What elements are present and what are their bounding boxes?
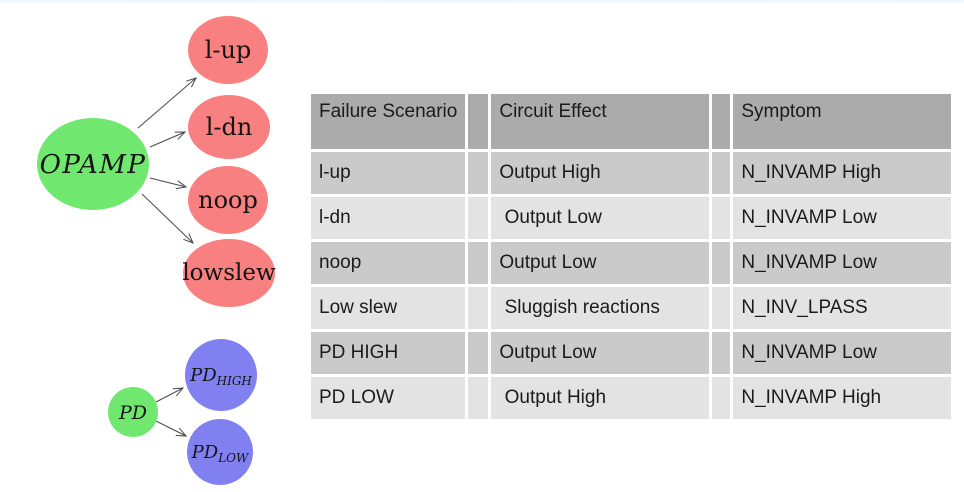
cell-symptom: N_INVAMP High — [733, 152, 952, 194]
edge-pd-pdhigh — [155, 387, 185, 403]
node-l-up — [188, 16, 268, 84]
node-pd-high-label: PDHIGH — [189, 365, 252, 388]
spacer-cell — [712, 332, 731, 374]
edge-opamp-lup — [137, 77, 197, 129]
node-l-dn-label: l-dn — [206, 113, 253, 141]
table-row: l-up Output High N_INVAMP High — [311, 152, 952, 194]
cell-symptom: N_INVAMP Low — [733, 332, 952, 374]
edge-opamp-lowslew — [141, 193, 194, 244]
table-header-row: Failure Scenario Circuit Effect Symptom — [311, 94, 952, 149]
failure-scenario-table: Failure Scenario Circuit Effect Symptom … — [308, 91, 954, 422]
node-pd-label: PD — [118, 402, 147, 424]
fault-tree-diagram: OPAMP l-up l-dn noop lowslew PD PDHIGH P… — [37, 16, 276, 485]
cell-effect: Output High — [491, 152, 710, 194]
header-spacer — [468, 94, 489, 149]
node-noop-label: noop — [198, 186, 258, 214]
header-failure-scenario: Failure Scenario — [311, 94, 466, 149]
cell-symptom: N_INVAMP High — [733, 377, 952, 419]
pd-low-base: PD — [191, 442, 219, 463]
spacer-cell — [712, 242, 731, 284]
node-pd — [108, 387, 158, 437]
cell-symptom: N_INV_LPASS — [733, 287, 952, 329]
edge-opamp-noop — [149, 177, 188, 190]
top-edge-highlight — [0, 0, 964, 4]
spacer-cell — [712, 152, 731, 194]
table-row: PD LOW Output High N_INVAMP High — [311, 377, 952, 419]
edge-opamp-ldn — [149, 131, 187, 148]
table-row: l-dn Output Low N_INVAMP Low — [311, 197, 952, 239]
node-noop — [188, 166, 268, 234]
cell-scenario: l-dn — [311, 197, 466, 239]
cell-effect: Output Low — [491, 332, 710, 374]
cell-scenario: l-up — [311, 152, 466, 194]
table-row: noop Output Low N_INVAMP Low — [311, 242, 952, 284]
cell-scenario: PD HIGH — [311, 332, 466, 374]
spacer-cell — [468, 332, 489, 374]
spacer-cell — [468, 377, 489, 419]
cell-scenario: Low slew — [311, 287, 466, 329]
spacer-cell — [712, 287, 731, 329]
node-pd-high — [185, 339, 257, 411]
edge-pd-pdlow — [155, 420, 188, 437]
spacer-cell — [712, 197, 731, 239]
node-lowslew — [183, 239, 275, 307]
node-l-up-label: l-up — [205, 36, 252, 64]
header-symptom: Symptom — [733, 94, 952, 149]
cell-effect: Output High — [491, 377, 710, 419]
cell-effect: Output Low — [491, 242, 710, 284]
node-l-dn — [188, 95, 270, 159]
cell-symptom: N_INVAMP Low — [733, 242, 952, 284]
node-opamp-label: OPAMP — [40, 150, 147, 180]
spacer-cell — [468, 242, 489, 284]
cell-effect: Output Low — [491, 197, 710, 239]
pd-high-subscript: HIGH — [216, 374, 253, 388]
spacer-cell — [712, 377, 731, 419]
table-row: PD HIGH Output Low N_INVAMP Low — [311, 332, 952, 374]
header-circuit-effect: Circuit Effect — [491, 94, 710, 149]
pd-high-base: PD — [189, 365, 217, 386]
header-spacer — [712, 94, 731, 149]
node-pd-low-label: PDLOW — [191, 442, 250, 465]
spacer-cell — [468, 197, 489, 239]
pd-low-subscript: LOW — [217, 451, 250, 465]
cell-scenario: PD LOW — [311, 377, 466, 419]
cell-scenario: noop — [311, 242, 466, 284]
cell-symptom: N_INVAMP Low — [733, 197, 952, 239]
cell-effect: Sluggish reactions — [491, 287, 710, 329]
node-lowslew-label: lowslew — [182, 260, 276, 286]
spacer-cell — [468, 152, 489, 194]
node-opamp — [37, 118, 149, 210]
table-row: Low slew Sluggish reactions N_INV_LPASS — [311, 287, 952, 329]
spacer-cell — [468, 287, 489, 329]
node-pd-low — [187, 419, 253, 485]
